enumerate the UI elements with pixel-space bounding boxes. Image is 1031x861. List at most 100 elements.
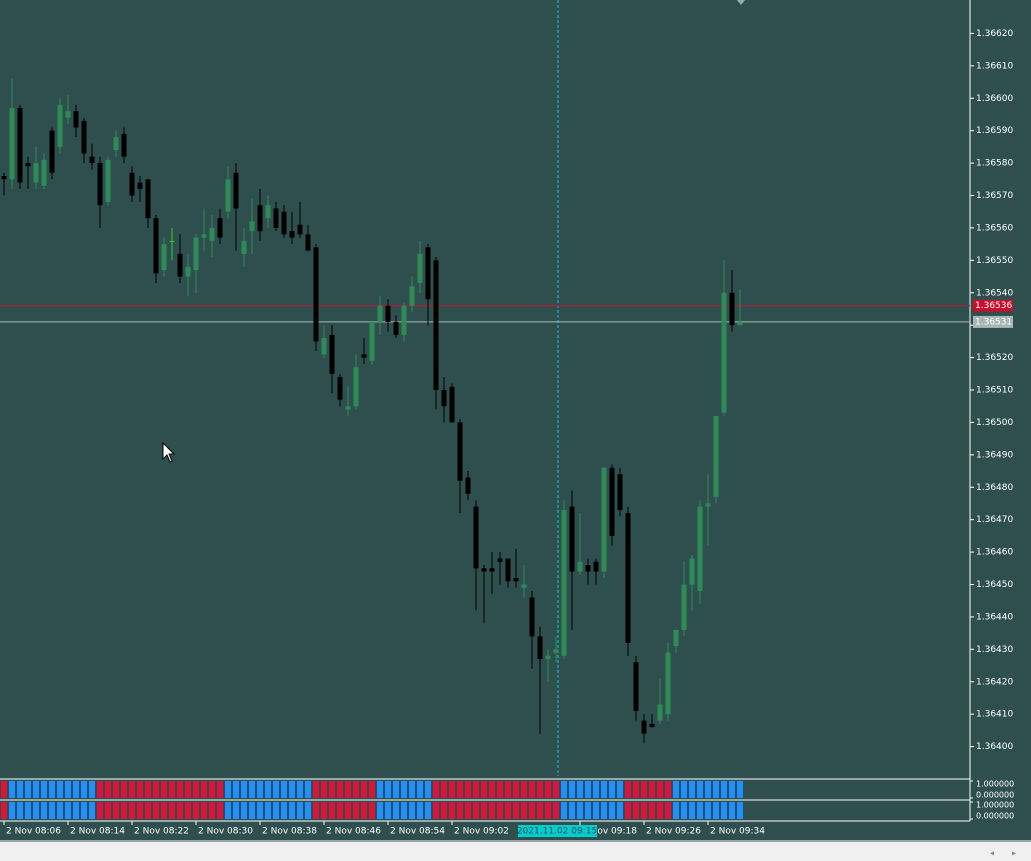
candle-body	[609, 467, 615, 536]
candle-body	[457, 422, 463, 481]
indicator-bar	[353, 802, 359, 819]
candle-body	[193, 237, 199, 271]
indicator-bar	[153, 802, 159, 819]
indicator-bar	[361, 802, 367, 819]
indicator-bar	[513, 781, 519, 798]
candle-body	[209, 227, 215, 241]
indicator-tick-label: 0.000000	[976, 812, 1014, 821]
candle-body	[529, 597, 535, 637]
candle-body	[49, 130, 55, 173]
indicator-bar	[241, 781, 247, 798]
indicator-bar	[129, 802, 135, 819]
indicator-bar	[57, 781, 63, 798]
candle-body	[577, 561, 583, 572]
indicator-bar	[625, 802, 631, 819]
indicator-bar	[201, 802, 207, 819]
indicator-bar	[1, 802, 7, 819]
indicator-bar	[577, 781, 583, 798]
indicator-bar	[225, 781, 231, 798]
indicator-bar	[369, 781, 375, 798]
y-tick-label: 1.36590	[976, 126, 1013, 136]
marks: 1.36620 1.36610 1.36600 1.36590 1.36580 1.365…	[0, 29, 1014, 837]
indicator-bar	[553, 802, 559, 819]
indicator-bar	[609, 781, 615, 798]
candle-body	[537, 636, 543, 660]
indicator-bar	[369, 802, 375, 819]
indicator-bar	[681, 802, 687, 819]
indicator-bar	[393, 781, 399, 798]
x-tick-label: 2 Nov 08:22	[134, 827, 189, 837]
crosshair-label-box	[518, 825, 597, 837]
indicator-bar	[193, 781, 199, 798]
indicator-bar	[537, 802, 543, 819]
candle-body	[545, 655, 551, 660]
candle-body	[233, 172, 239, 209]
indicator-bar	[729, 802, 735, 819]
y-tick-label: 1.36480	[976, 483, 1013, 493]
indicator-bar	[713, 802, 719, 819]
indicator-bar	[265, 781, 271, 798]
indicator-bar	[337, 781, 343, 798]
candle-body	[657, 704, 663, 721]
scroll-right[interactable]: ▸	[1012, 849, 1016, 858]
indicator-bar	[169, 781, 175, 798]
indicator-bar	[689, 802, 695, 819]
candle-body	[73, 111, 79, 128]
indicator-bar	[441, 781, 447, 798]
candle-body	[441, 390, 447, 407]
candle-body	[17, 107, 23, 183]
indicator-bar	[721, 781, 727, 798]
indicator-bar	[601, 802, 607, 819]
indicator-bar	[649, 781, 655, 798]
candle-body	[393, 321, 399, 335]
indicator-bar	[329, 802, 335, 819]
indicator-bar	[673, 802, 679, 819]
status-strip	[0, 842, 1031, 861]
y-tick-label: 1.36520	[976, 353, 1013, 363]
indicator-bar	[305, 802, 311, 819]
indicator-bar	[569, 781, 575, 798]
indicator-bar	[97, 781, 103, 798]
indicator-bar	[665, 781, 671, 798]
indicator-bar	[665, 802, 671, 819]
indicator-bar	[177, 802, 183, 819]
scroll-left[interactable]: ◂	[990, 849, 994, 858]
candle-body	[217, 218, 223, 238]
indicator-bar	[217, 802, 223, 819]
indicator-bar	[9, 781, 15, 798]
y-tick-label: 1.36550	[976, 256, 1013, 266]
indicator-bar	[705, 802, 711, 819]
indicator-bar	[529, 802, 535, 819]
candle-body	[161, 244, 167, 271]
indicator-tick-label: 0.000000	[976, 791, 1014, 800]
indicator-bar	[345, 802, 351, 819]
indicator-bar	[65, 781, 71, 798]
candle-body	[521, 584, 527, 588]
indicator-bar	[81, 781, 87, 798]
indicator-bar	[49, 802, 55, 819]
indicator-bar	[273, 781, 279, 798]
indicator-bar	[729, 781, 735, 798]
indicator-bar	[529, 781, 535, 798]
indicator-bar	[321, 802, 327, 819]
indicator-bar	[305, 781, 311, 798]
indicator-bar	[433, 802, 439, 819]
y-tick-label: 1.36490	[976, 450, 1013, 460]
candle-body	[409, 286, 415, 306]
candle-body	[721, 292, 727, 413]
indicator-bar	[737, 802, 743, 819]
indicator-bar	[121, 781, 127, 798]
indicator-bar	[417, 802, 423, 819]
indicator-bar	[561, 802, 567, 819]
indicator-bar	[97, 802, 103, 819]
indicator-bar	[281, 802, 287, 819]
indicator-bar	[641, 802, 647, 819]
indicator-bar	[225, 802, 231, 819]
indicator-bar	[425, 802, 431, 819]
indicator-bar	[617, 781, 623, 798]
indicator-bar	[577, 802, 583, 819]
candle-body	[33, 163, 39, 183]
candle-body	[201, 234, 207, 238]
indicator-bar	[129, 781, 135, 798]
candle-body	[497, 558, 503, 562]
